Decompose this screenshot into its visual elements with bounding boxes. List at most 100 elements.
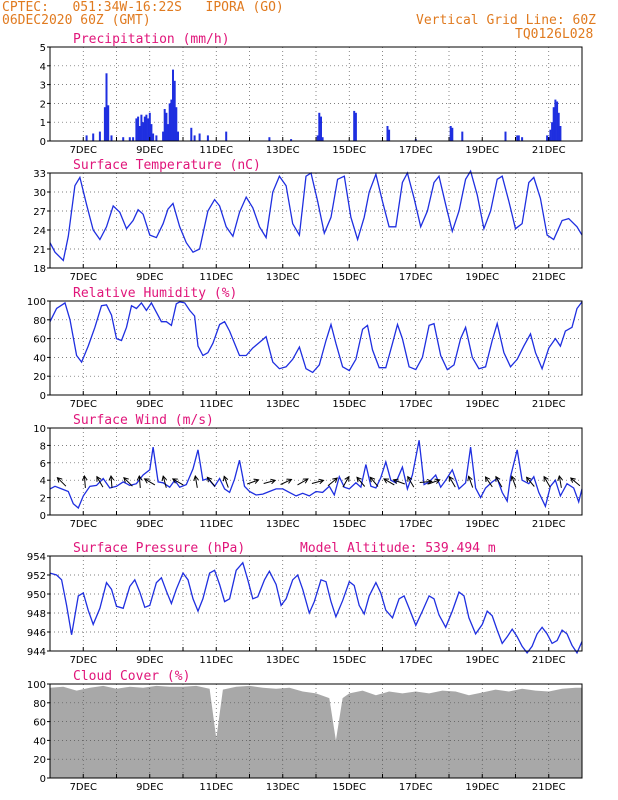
y-tick-label: 60 — [33, 335, 46, 346]
wind-arrow-shaft — [468, 476, 474, 488]
panel-title: Surface Temperature (nC) — [73, 158, 261, 173]
precip-bar — [170, 99, 173, 141]
precip-bar — [107, 105, 110, 141]
x-tick-label: 13DEC — [266, 655, 300, 666]
wind-arrow-shaft — [342, 476, 350, 488]
wind-arrow — [467, 475, 474, 488]
x-tick-label: 13DEC — [266, 519, 300, 530]
panel-5: 0 20 40 60 80 100 7DEC 9DEC 11DEC 13DEC 15DEC 17DEC… — [27, 669, 583, 793]
y-tick-label: 5 — [40, 43, 46, 54]
x-tick-label: 9DEC — [136, 782, 163, 793]
x-tick-label: 13DEC — [266, 782, 300, 793]
wind-arrow-shaft — [223, 476, 229, 488]
wind-arrow — [247, 478, 260, 485]
y-tick-label: 8 — [40, 441, 46, 452]
precip-bar — [132, 137, 135, 141]
wind-arrow-shaft — [511, 476, 517, 488]
precip-bar — [268, 137, 271, 141]
precip-bar — [142, 122, 145, 141]
x-tick-label: 19DEC — [465, 145, 499, 156]
x-tick-label: 21DEC — [532, 272, 566, 283]
wind-arrow-head — [484, 476, 491, 483]
precip-bar — [103, 107, 106, 141]
precip-bar — [98, 131, 101, 141]
precip-bar — [143, 116, 146, 141]
x-tick-label: 21DEC — [532, 519, 566, 530]
precip-bar — [516, 135, 519, 141]
precip-bar — [162, 131, 165, 141]
precip-bar — [206, 135, 209, 141]
precip-bar — [193, 135, 196, 141]
wind-arrow — [342, 475, 350, 488]
x-tick-label: 7DEC — [70, 655, 97, 666]
wind-arrow — [193, 474, 199, 488]
precip-bar — [177, 131, 179, 141]
x-tick-label: 13DEC — [266, 145, 300, 156]
wind-arrow-head — [143, 478, 150, 484]
precip-bar — [504, 131, 507, 141]
wind-arrow-shaft — [144, 478, 156, 486]
x-tick-label: 11DEC — [199, 782, 233, 793]
x-tick-label: 13DEC — [266, 399, 300, 410]
precip-bar — [546, 135, 549, 141]
wind-arrow — [448, 475, 456, 488]
wind-arrow-head — [407, 475, 413, 482]
wind-arrow-head — [206, 476, 213, 483]
wind-arrow — [525, 476, 535, 487]
y-tick-label: 21 — [33, 245, 46, 256]
x-tick-label: 19DEC — [465, 272, 499, 283]
x-tick-label: 17DEC — [399, 145, 433, 156]
wind-arrow-head — [495, 475, 501, 482]
precip-bar — [92, 133, 95, 141]
wind-arrow — [495, 475, 503, 488]
wind-arrow-head — [81, 474, 88, 481]
wind-arrow-head — [318, 478, 325, 485]
wind-arrow — [56, 476, 67, 487]
precip-bar — [386, 126, 389, 141]
x-tick-label: 9DEC — [136, 272, 163, 283]
wind-arrow-shaft — [96, 476, 104, 488]
panel-title: Relative Humidity (%) — [73, 286, 237, 301]
wind-arrow-shaft — [263, 479, 276, 484]
x-tick-label: 9DEC — [136, 655, 163, 666]
wind-arrow-shaft — [448, 476, 456, 488]
y-tick-label: 80 — [33, 699, 46, 710]
wind-arrow — [407, 475, 415, 488]
wind-arrow-shaft — [327, 477, 338, 487]
x-tick-label: 21DEC — [532, 782, 566, 793]
wind-arrow-head — [557, 474, 563, 481]
wind-arrow-head — [96, 475, 102, 482]
wind-arrow — [369, 476, 379, 487]
wind-arrow-shaft — [138, 475, 141, 488]
wind-arrow-head — [467, 475, 473, 482]
header-datetime: 06DEC2020 60Z (GMT) — [2, 13, 151, 28]
wind-arrow — [171, 478, 184, 486]
x-tick-label: 7DEC — [70, 782, 97, 793]
precip-bar — [451, 127, 454, 141]
wind-arrow-shaft — [194, 475, 198, 488]
panel-1: 18 21 24 27 30 33 7DEC 9DEC 11DEC 13DEC 15DEC 17DEC… — [33, 158, 583, 283]
wind-arrow — [108, 474, 115, 488]
wind-arrow-head — [356, 476, 362, 483]
wind-arrow-head — [383, 478, 390, 484]
panel-frame — [49, 46, 583, 142]
y-tick-label: 1 — [40, 118, 46, 129]
wind-arrow-head — [426, 478, 433, 485]
x-tick-label: 7DEC — [70, 272, 97, 283]
wind-arrow — [557, 474, 563, 488]
wind-arrow — [280, 478, 293, 485]
wind-arrow-shaft — [495, 476, 503, 488]
y-tick-label: 20 — [33, 372, 46, 383]
wind-arrow-head — [448, 475, 454, 482]
precip-bar — [290, 139, 293, 141]
wind-arrow-head — [332, 477, 339, 483]
precip-bar — [168, 103, 171, 141]
header-model-code: TQ0126L028 — [515, 27, 594, 42]
y-tick-label: 946 — [27, 628, 46, 639]
x-tick-label: 19DEC — [465, 782, 499, 793]
wind-arrow-shaft — [247, 479, 259, 485]
wind-arrow-shaft — [110, 475, 113, 488]
precip-bar — [147, 118, 150, 141]
x-tick-label: 17DEC — [399, 782, 433, 793]
